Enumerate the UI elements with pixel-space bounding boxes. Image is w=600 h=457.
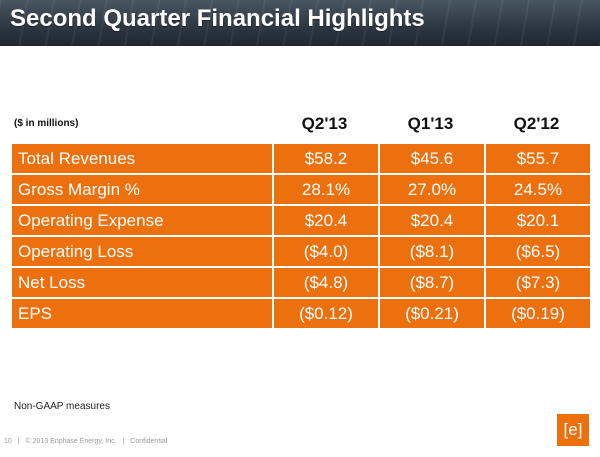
table-cell: 27.0% <box>378 173 486 206</box>
slide-header: Second Quarter Financial Highlights <box>0 0 600 46</box>
table-cell: $58.2 <box>272 142 380 175</box>
table-cell: 24.5% <box>484 173 592 206</box>
table-cell: $55.7 <box>484 142 592 175</box>
table-row: EPS ($0.12) ($0.21) ($0.19) <box>10 297 592 330</box>
row-label: Net Loss <box>10 266 274 299</box>
non-gaap-note: Non-GAAP measures <box>14 401 110 412</box>
footer-separator: | <box>122 438 125 445</box>
column-header-q2-13: Q2'13 <box>301 114 348 133</box>
row-label: Operating Loss <box>10 235 274 268</box>
column-header-q1-13: Q1'13 <box>407 114 454 133</box>
units-label: ($ in millions) <box>14 118 79 129</box>
table-cell: ($0.19) <box>484 297 592 330</box>
table-cell: ($8.1) <box>378 235 486 268</box>
table-cell: ($0.21) <box>378 297 486 330</box>
table-cell: $45.6 <box>378 142 486 175</box>
copyright-text: © 2013 Enphase Energy, Inc. <box>25 438 117 445</box>
page-number: 10 <box>4 438 12 445</box>
table-cell: $20.4 <box>272 204 380 237</box>
table-cell: ($0.12) <box>272 297 380 330</box>
column-header-q2-12: Q2'12 <box>513 114 560 133</box>
table-cell: ($4.0) <box>272 235 380 268</box>
table-cell: 28.1% <box>272 173 380 206</box>
financial-table: Total Revenues $58.2 $45.6 $55.7 Gross M… <box>10 142 592 330</box>
footer-separator: | <box>17 438 20 445</box>
table-row: Net Loss ($4.8) ($8.7) ($7.3) <box>10 266 592 299</box>
table-cell: ($8.7) <box>378 266 486 299</box>
row-label: EPS <box>10 297 274 330</box>
enphase-logo: [e] <box>557 414 589 446</box>
table-row: Operating Expense $20.4 $20.4 $20.1 <box>10 204 592 237</box>
row-label: Operating Expense <box>10 204 274 237</box>
row-label: Gross Margin % <box>10 173 274 206</box>
table-row: Total Revenues $58.2 $45.6 $55.7 <box>10 142 592 175</box>
confidential-label: Confidential <box>130 438 168 445</box>
table-row: Operating Loss ($4.0) ($8.1) ($6.5) <box>10 235 592 268</box>
table-cell: ($7.3) <box>484 266 592 299</box>
table-cell: $20.4 <box>378 204 486 237</box>
slide-title: Second Quarter Financial Highlights <box>10 5 425 32</box>
table-cell: ($4.8) <box>272 266 380 299</box>
table-cell: ($6.5) <box>484 235 592 268</box>
row-label: Total Revenues <box>10 142 274 175</box>
table-cell: $20.1 <box>484 204 592 237</box>
table-row: Gross Margin % 28.1% 27.0% 24.5% <box>10 173 592 206</box>
slide-footer: 10 | © 2013 Enphase Energy, Inc. | Confi… <box>4 438 171 445</box>
